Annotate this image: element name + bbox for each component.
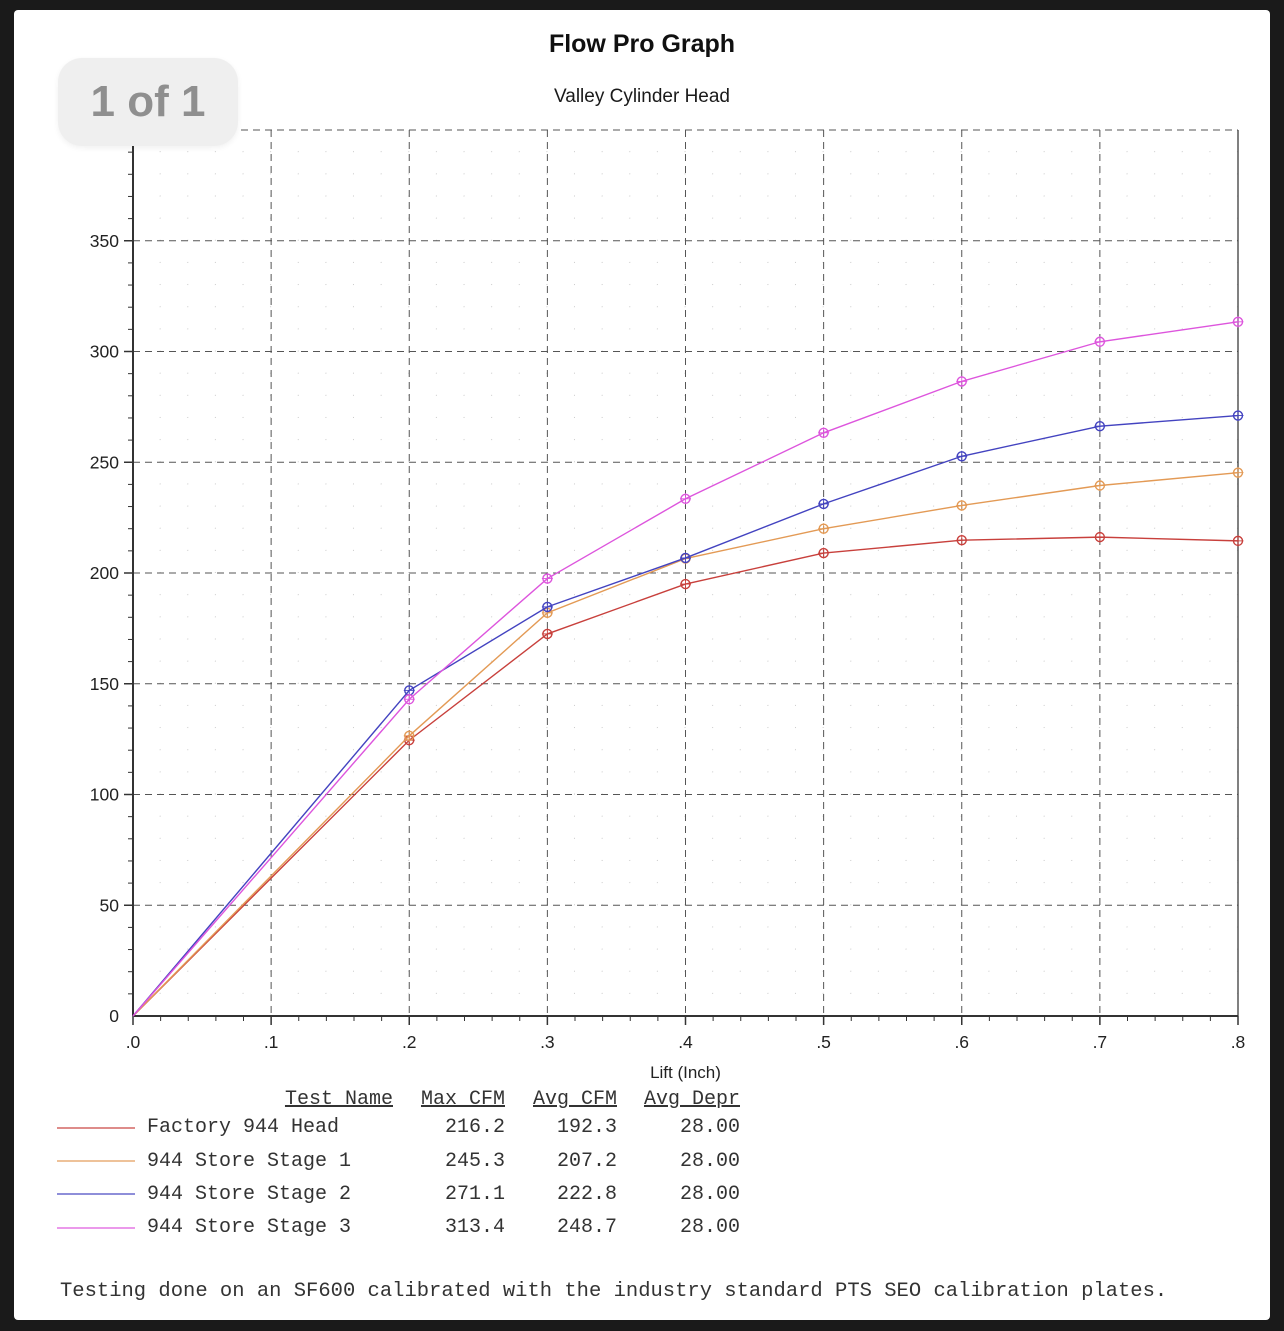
legend-cell-avg_depr: 28.00: [679, 1116, 740, 1140]
legend-header-avg-depr: Avg Depr: [643, 1088, 740, 1111]
legend-cell-name: Factory 944 Head: [147, 1116, 340, 1140]
legend-header-test-name: Test Name: [284, 1088, 393, 1111]
legend-cell-avg_cfm: 222.8: [556, 1182, 617, 1206]
legend-line-swatch: [57, 1226, 135, 1229]
footer-note: Testing done on an SF600 calibrated with…: [60, 1280, 1168, 1303]
legend-cell-avg_depr: 28.00: [679, 1216, 740, 1240]
legend-cell-avg_cfm: 248.7: [556, 1216, 617, 1240]
page-subtitle: Valley Cylinder Head: [553, 86, 730, 107]
legend-header-avg-cfm: Avg CFM: [532, 1088, 617, 1111]
legend-row-swatch: [57, 1178, 147, 1211]
page-title: Flow Pro Graph: [548, 30, 736, 58]
legend-row-swatch: [57, 1111, 147, 1144]
legend-cell-max_cfm: 313.4: [444, 1216, 505, 1240]
legend-cell-avg_depr: 28.00: [679, 1182, 740, 1206]
legend-cell-avg_cfm: 207.2: [556, 1149, 617, 1173]
legend-line-swatch: [57, 1126, 135, 1129]
legend-line-swatch: [57, 1160, 135, 1163]
legend-line-swatch: [57, 1193, 135, 1196]
legend-cell-name: 944 Store Stage 3: [147, 1216, 352, 1240]
legend-cell-name: 944 Store Stage 1: [147, 1149, 352, 1173]
legend-table: Test Name Max CFM Avg CFM Avg Depr Facto…: [57, 1087, 740, 1245]
legend-cell-avg_cfm: 192.3: [556, 1116, 617, 1140]
legend-cell-avg_depr: 28.00: [679, 1149, 740, 1173]
legend-cell-max_cfm: 271.1: [444, 1182, 505, 1206]
legend-header-max-cfm: Max CFM: [420, 1088, 505, 1111]
legend-cell-max_cfm: 216.2: [444, 1116, 505, 1140]
legend-row-swatch: [57, 1144, 147, 1177]
legend-row-swatch: [57, 1211, 147, 1244]
legend-cell-name: 944 Store Stage 2: [147, 1182, 352, 1206]
legend-cell-max_cfm: 245.3: [444, 1149, 505, 1173]
page-indicator-badge: 1 of 1: [58, 58, 238, 146]
